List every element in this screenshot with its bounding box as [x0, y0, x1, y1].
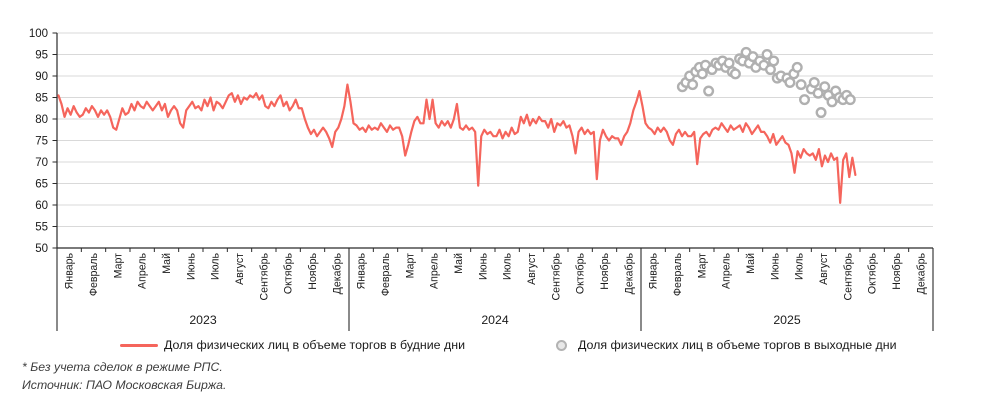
month-label: Февраль — [380, 253, 392, 297]
weekend-data-point — [784, 76, 796, 88]
month-label: Сентябрь — [842, 253, 854, 301]
y-tick-label: 55 — [35, 222, 48, 234]
month-label: Май — [745, 253, 757, 274]
month-label: Январь — [648, 253, 660, 290]
month-label: Ноябрь — [307, 253, 319, 290]
year-label: 2024 — [481, 313, 509, 327]
footnotes: * Без учета сделок в режиме РПС. Источни… — [22, 358, 226, 394]
y-tick-label: 75 — [35, 136, 48, 148]
month-label: Август — [818, 253, 830, 285]
month-label: Март — [404, 253, 416, 278]
month-label: Март — [696, 253, 708, 278]
month-label: Июнь — [769, 253, 781, 280]
month-label: Октябрь — [867, 253, 879, 295]
footnote-rps: * Без учета сделок в режиме РПС. — [22, 360, 223, 374]
month-label: Июль — [794, 253, 806, 281]
month-label: Август — [526, 253, 538, 285]
legend-item-weekday: Доля физических лиц в объеме торгов в бу… — [120, 334, 465, 356]
y-tick-label: 80 — [35, 114, 48, 126]
month-label: Апрель — [429, 253, 441, 289]
y-tick-label: 100 — [29, 28, 48, 40]
year-label: 2023 — [189, 313, 217, 327]
y-tick-label: 85 — [35, 93, 48, 105]
month-label: Июнь — [185, 253, 197, 280]
footnote-source: Источник: ПАО Московская Биржа. — [22, 378, 227, 392]
month-label: Август — [234, 253, 246, 285]
month-label: Январь — [356, 253, 368, 290]
weekend-data-point — [729, 68, 741, 80]
weekday-data-line — [57, 83, 857, 204]
month-label: Март — [112, 253, 124, 278]
weekend-data-point — [764, 64, 776, 76]
y-tick-label: 65 — [35, 179, 48, 191]
month-label: Декабрь — [915, 253, 927, 295]
weekend-data-point — [768, 55, 780, 67]
legend-label-weekend: Доля физических лиц в объеме торгов в вы… — [578, 338, 897, 352]
month-label: Апрель — [137, 253, 149, 289]
month-label: Апрель — [721, 253, 733, 289]
weekday-line-swatch-icon — [120, 343, 158, 347]
weekend-data-point — [799, 94, 811, 106]
y-tick-label: 90 — [35, 71, 48, 83]
weekend-data-point — [703, 85, 715, 97]
month-label: Ноябрь — [599, 253, 611, 290]
month-label: Январь — [64, 253, 76, 290]
share-of-individuals-chart: 100 95 90 85 80 75 70 65 60 55 50 Январь Февраль Март… — [29, 28, 934, 331]
month-label: Февраль — [672, 253, 684, 297]
month-label: Декабрь — [623, 253, 635, 295]
month-label: Ноябрь — [891, 253, 903, 290]
month-label: Июнь — [477, 253, 489, 280]
legend-item-weekend: Доля физических лиц в объеме торгов в вы… — [556, 334, 897, 356]
weekend-data-point — [819, 81, 831, 93]
month-label: Декабрь — [331, 253, 343, 295]
weekend-data-point — [723, 57, 735, 69]
weekend-data-point — [795, 79, 807, 91]
legend-label-weekday: Доля физических лиц в объеме торгов в бу… — [164, 338, 465, 352]
y-tick-label: 50 — [35, 243, 48, 255]
chart-legend: Доля физических лиц в объеме торгов в бу… — [0, 334, 986, 356]
month-label: Сентябрь — [550, 253, 562, 301]
weekend-data-point — [761, 49, 773, 61]
month-label: Июль — [502, 253, 514, 281]
weekend-circle-swatch-icon — [556, 339, 567, 351]
weekend-data-point — [808, 76, 820, 88]
weekend-data-point — [815, 107, 827, 119]
month-label: Май — [453, 253, 465, 274]
y-tick-label: 70 — [35, 157, 48, 169]
month-label: Июль — [210, 253, 222, 281]
year-label: 2025 — [773, 313, 801, 327]
month-label: Февраль — [88, 253, 100, 297]
month-label: Октябрь — [575, 253, 587, 295]
month-label: Май — [161, 253, 173, 274]
month-label: Октябрь — [283, 253, 295, 295]
weekend-data-point — [844, 94, 856, 106]
weekend-data-point — [791, 61, 803, 73]
month-label: Сентябрь — [258, 253, 270, 301]
weekend-data-point — [812, 87, 824, 99]
weekend-data-point — [687, 79, 699, 91]
y-tick-label: 60 — [35, 200, 48, 212]
weekend-data-point — [696, 68, 708, 80]
y-tick-label: 95 — [35, 50, 48, 62]
